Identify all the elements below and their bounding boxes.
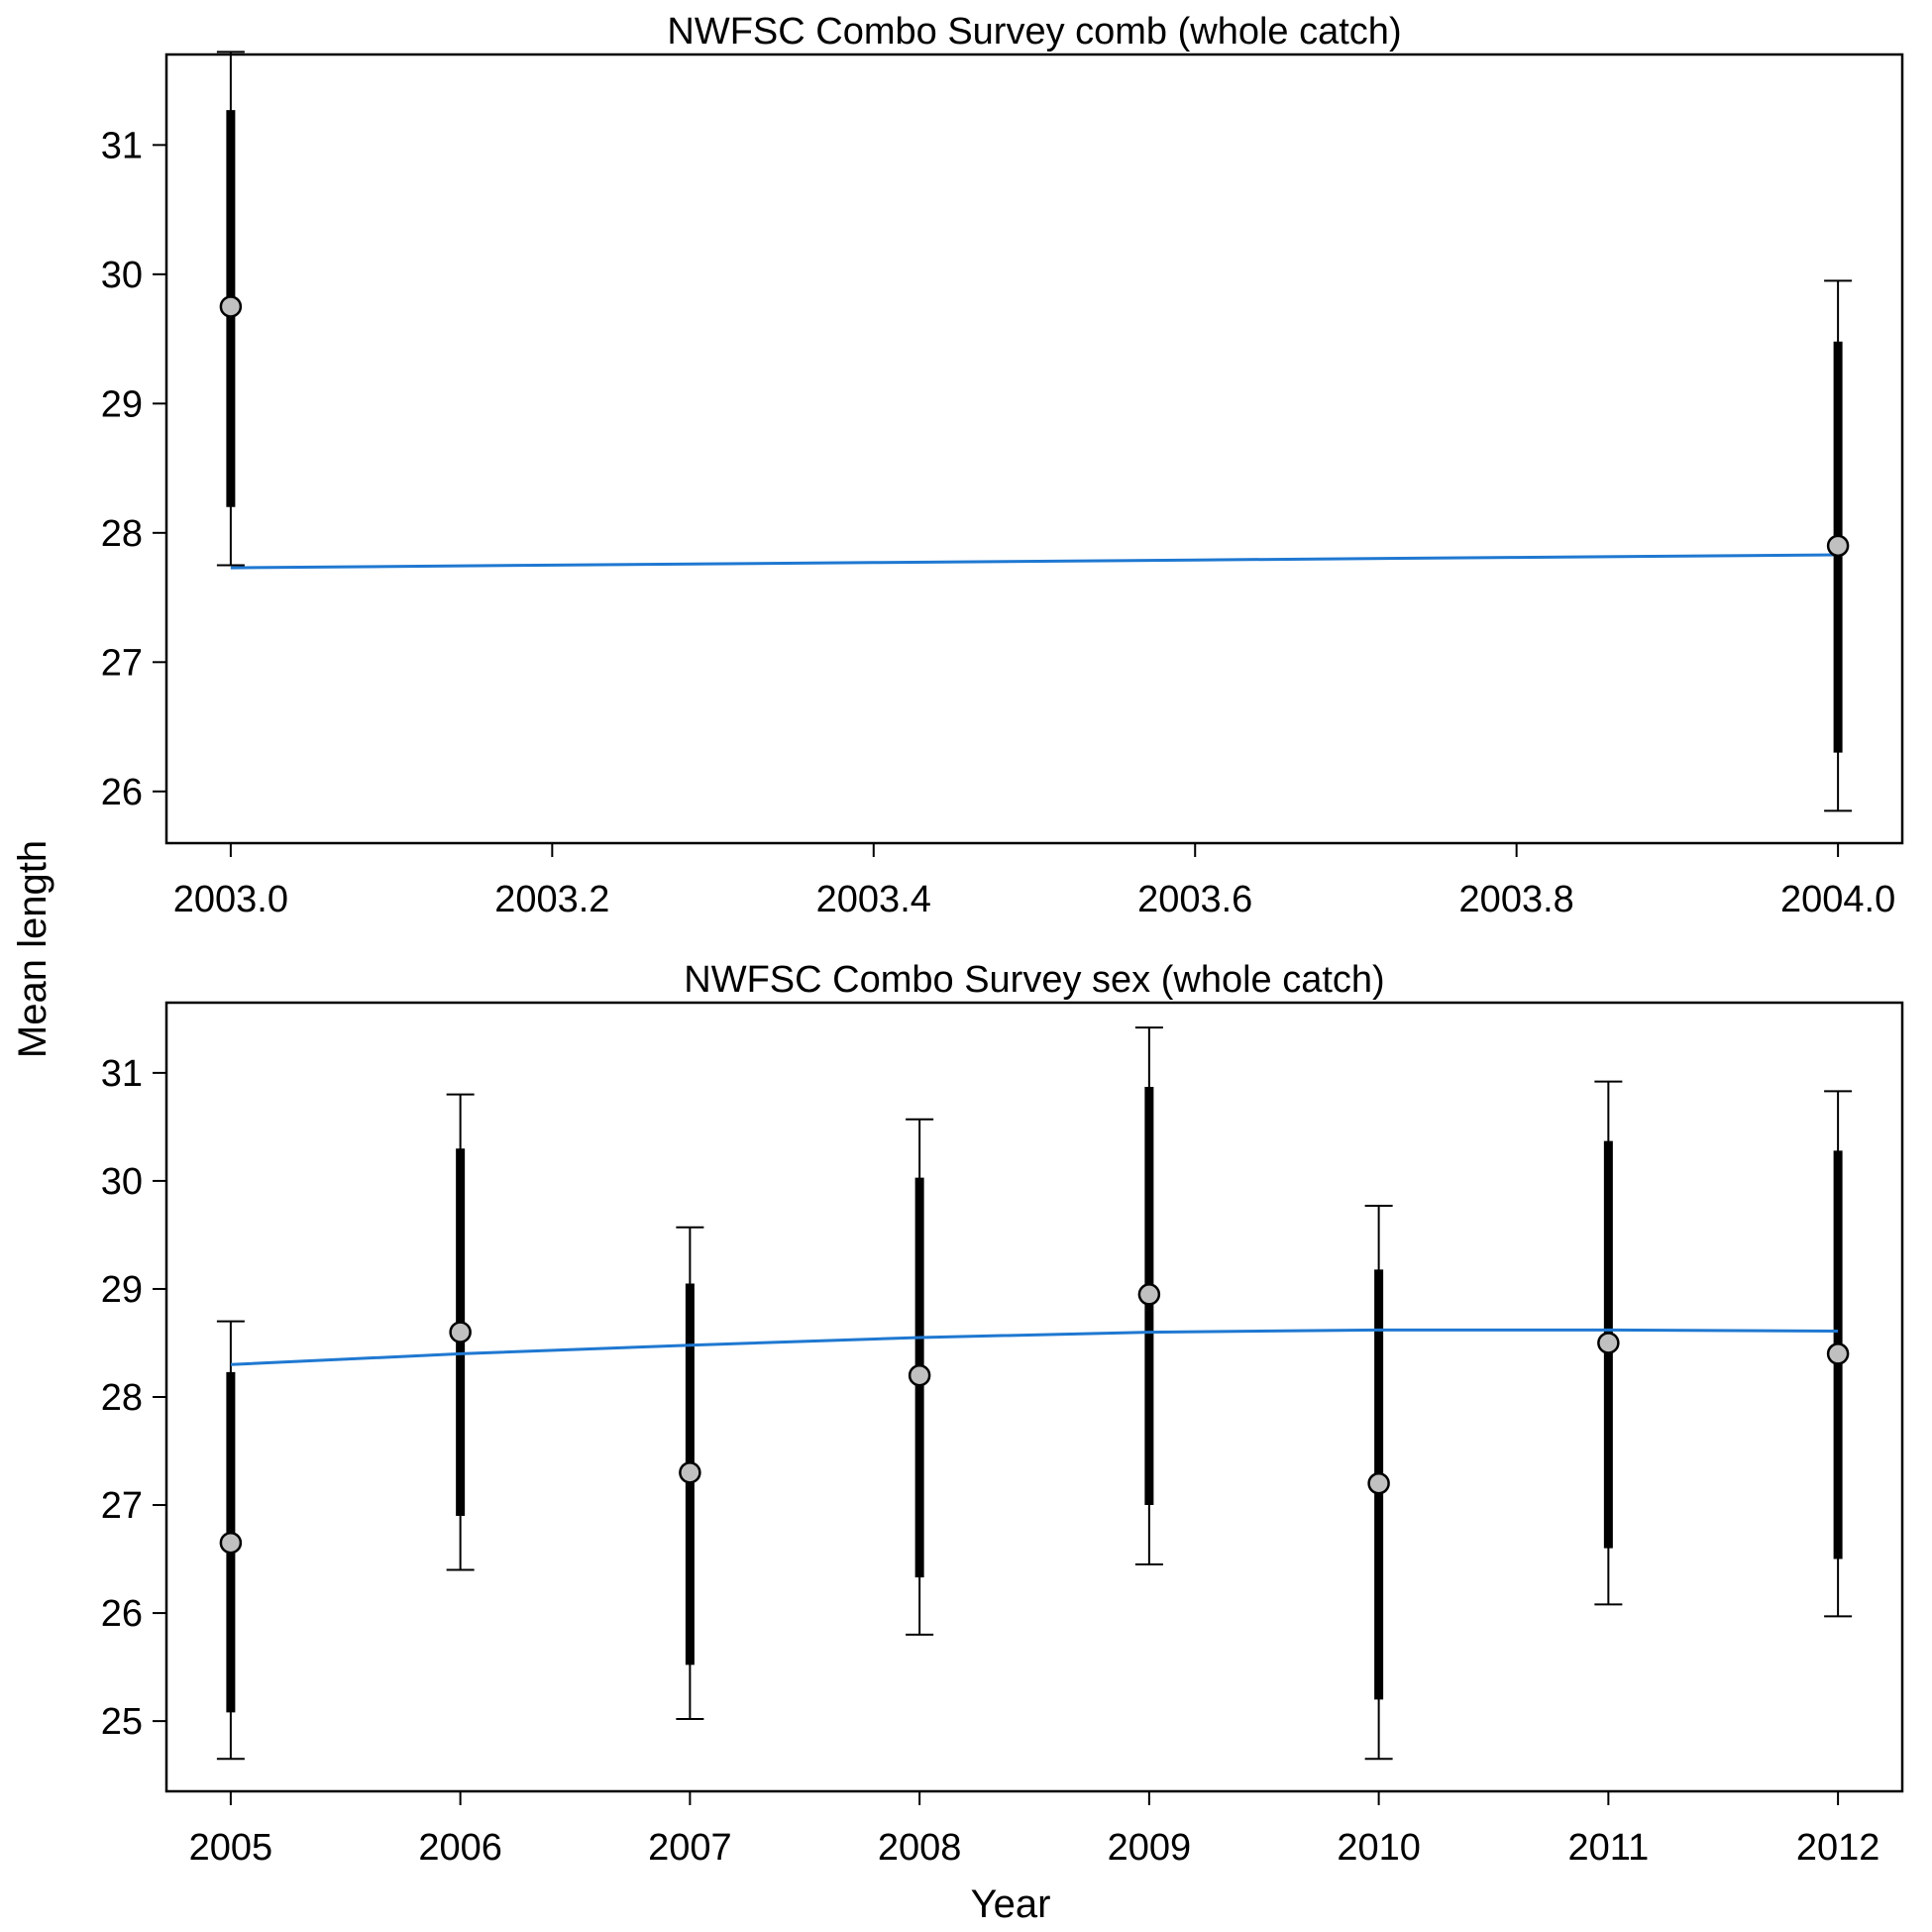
observed-point xyxy=(1597,1332,1620,1354)
y-tick-label: 30 xyxy=(101,255,143,296)
x-tick-label: 2003.4 xyxy=(816,879,931,920)
expected-line xyxy=(230,553,1839,570)
y-tick-label: 28 xyxy=(101,513,143,555)
x-tick-label: 2006 xyxy=(418,1827,502,1869)
x-tick-label: 2009 xyxy=(1108,1827,1192,1869)
observed-point xyxy=(219,295,243,318)
x-tick-label: 2012 xyxy=(1796,1827,1880,1869)
x-axis-label: Year xyxy=(971,1882,1051,1926)
y-tick-label: 27 xyxy=(101,1485,143,1527)
y-tick-label: 31 xyxy=(101,1053,143,1095)
y-tick-label: 28 xyxy=(101,1377,143,1419)
y-axis-label: Mean length xyxy=(11,840,54,1058)
observed-point xyxy=(1137,1283,1161,1306)
x-tick-label: 2003.6 xyxy=(1137,879,1252,920)
x-tick-label: 2005 xyxy=(189,1827,273,1869)
observed-point xyxy=(1367,1471,1390,1495)
y-tick-label: 26 xyxy=(101,772,143,813)
panel-title: NWFSC Combo Survey comb (whole catch) xyxy=(667,11,1401,53)
plot-frame xyxy=(164,53,1904,845)
observed-point xyxy=(449,1321,472,1343)
observed-point xyxy=(1826,1342,1850,1365)
y-tick-label: 27 xyxy=(101,642,143,684)
x-tick-label: 2003.0 xyxy=(173,879,288,920)
expected-line xyxy=(230,1328,1839,1366)
y-tick-label: 26 xyxy=(101,1593,143,1635)
observed-point xyxy=(679,1461,701,1484)
x-tick-label: 2010 xyxy=(1337,1827,1421,1869)
panel-sex: NWFSC Combo Survey sex (whole catch) 2005… xyxy=(101,959,1904,1869)
x-tick-label: 2004.0 xyxy=(1780,879,1895,920)
observed-point xyxy=(1826,534,1850,558)
observed-point xyxy=(219,1531,243,1555)
x-tick-label: 2003.8 xyxy=(1459,879,1574,920)
observed-point xyxy=(908,1363,931,1387)
panel-comb: NWFSC Combo Survey comb (whole catch) 200… xyxy=(101,11,1904,920)
y-tick-label: 31 xyxy=(101,125,143,166)
x-tick-label: 2011 xyxy=(1568,1827,1650,1869)
x-tick-label: 2007 xyxy=(648,1827,732,1869)
panel-title: NWFSC Combo Survey sex (whole catch) xyxy=(684,959,1384,1001)
y-tick-label: 29 xyxy=(101,1269,143,1311)
y-tick-label: 30 xyxy=(101,1161,143,1203)
x-tick-label: 2008 xyxy=(878,1827,962,1869)
plot-frame xyxy=(164,1001,1904,1793)
y-tick-label: 25 xyxy=(101,1701,143,1743)
y-tick-label: 29 xyxy=(101,383,143,425)
x-tick-label: 2003.2 xyxy=(494,879,609,920)
